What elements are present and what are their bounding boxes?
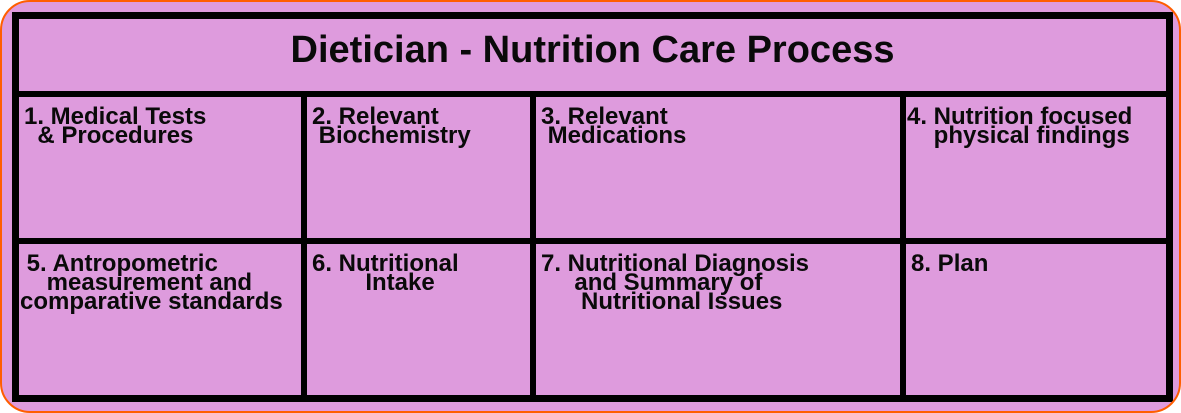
cell-antropometric-measurement: 5. Antropometric measurement and compara… <box>19 244 301 395</box>
cell-nutritional-intake: 6. Nutritional Intake <box>307 244 530 395</box>
cell-nutritional-diagnosis-summary: 7. Nutritional Diagnosis and Summary of … <box>536 244 900 395</box>
cell-relevant-biochemistry: 2. Relevant Biochemistry <box>307 97 530 238</box>
process-table: Dietician - Nutrition Care Process 1. Me… <box>12 12 1173 402</box>
cell-nutrition-focused-physical-findings: 4. Nutrition focused physical findings <box>906 97 1166 238</box>
cell-plan: 8. Plan <box>906 244 1166 395</box>
page-title: Dietician - Nutrition Care Process <box>19 19 1166 91</box>
cell-medical-tests-procedures: 1. Medical Tests & Procedures <box>19 97 301 238</box>
cell-relevant-medications: 3. Relevant Medications <box>536 97 900 238</box>
